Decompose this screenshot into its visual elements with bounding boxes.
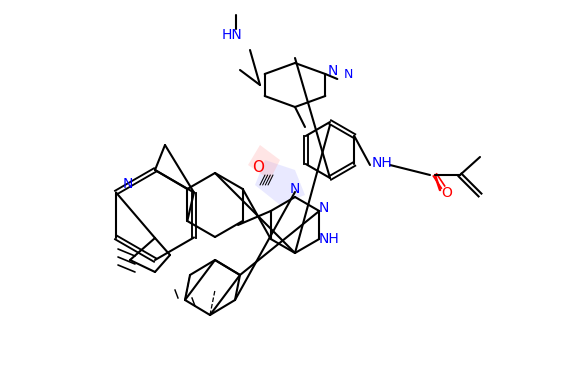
Text: N: N: [343, 68, 353, 81]
Text: N: N: [290, 182, 300, 196]
Text: N: N: [328, 64, 339, 78]
Text: NH: NH: [372, 156, 392, 170]
Text: N: N: [123, 176, 133, 190]
Polygon shape: [255, 160, 305, 205]
Text: N: N: [319, 201, 329, 215]
Polygon shape: [248, 145, 280, 180]
Text: O: O: [252, 160, 264, 174]
Text: HN: HN: [222, 28, 242, 42]
Text: O: O: [442, 186, 452, 200]
Text: NH: NH: [319, 232, 340, 246]
